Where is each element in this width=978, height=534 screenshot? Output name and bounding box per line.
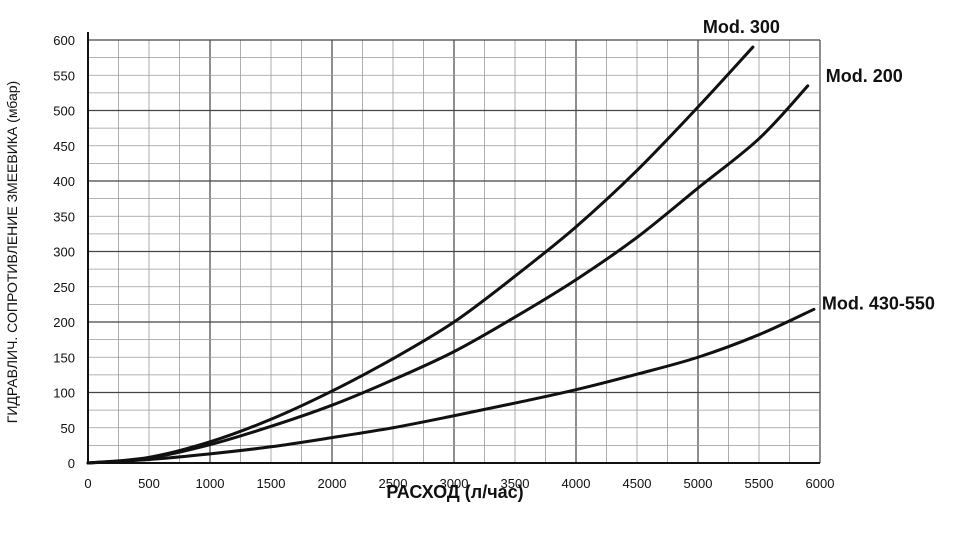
x-tick-label: 6000 [806, 476, 835, 491]
x-axis-title: РАСХОД (л/час) [386, 482, 523, 502]
y-axis-title: ГИДРАВЛИЧ. СОПРОТИВЛЕНИЕ ЗМЕЕВИКА (мбар) [4, 81, 20, 423]
x-tick-label: 4500 [623, 476, 652, 491]
x-tick-labels: 0 500 1000 1500 2000 2500 3000 3500 4000 4500 5000… [84, 476, 834, 491]
y-tick-label: 100 [53, 386, 75, 401]
x-tick-label: 3500 [501, 476, 530, 491]
x-tick-label: 1500 [257, 476, 286, 491]
y-tick-label: 500 [53, 104, 75, 119]
series-line [86, 307, 816, 465]
y-tick-label: 50 [61, 421, 75, 436]
y-tick-label: 350 [53, 209, 75, 224]
x-tick-label: 5000 [684, 476, 713, 491]
series-lines [86, 45, 816, 465]
x-tick-label: 500 [138, 476, 160, 491]
y-tick-label: 200 [53, 315, 75, 330]
y-tick-label: 0 [68, 456, 75, 471]
y-tick-label: 300 [53, 245, 75, 260]
x-tick-label: 1000 [196, 476, 225, 491]
y-tick-label: 400 [53, 174, 75, 189]
series-line [86, 84, 810, 465]
y-tick-label: 450 [53, 139, 75, 154]
y-tick-label: 150 [53, 350, 75, 365]
grid [88, 39, 821, 463]
y-tick-label: 550 [53, 68, 75, 83]
y-tick-label: 600 [53, 33, 75, 48]
series-labels: Mod. 300 Mod. 200 Mod. 430-550 [703, 17, 935, 313]
series-line [86, 45, 755, 465]
series-label: Mod. 300 [703, 17, 780, 37]
axes [87, 32, 820, 464]
y-tick-label: 250 [53, 280, 75, 295]
x-tick-label: 2500 [379, 476, 408, 491]
y-tick-labels: 0 50 100 150 200 250 300 350 400 450 500 550 600 [53, 33, 75, 471]
x-tick-label: 0 [84, 476, 91, 491]
x-tick-label: 5500 [745, 476, 774, 491]
series-label: Mod. 430-550 [822, 293, 935, 313]
x-tick-label: 3000 [440, 476, 469, 491]
x-tick-label: 2000 [318, 476, 347, 491]
x-tick-label: 4000 [562, 476, 591, 491]
series-label: Mod. 200 [826, 66, 903, 86]
